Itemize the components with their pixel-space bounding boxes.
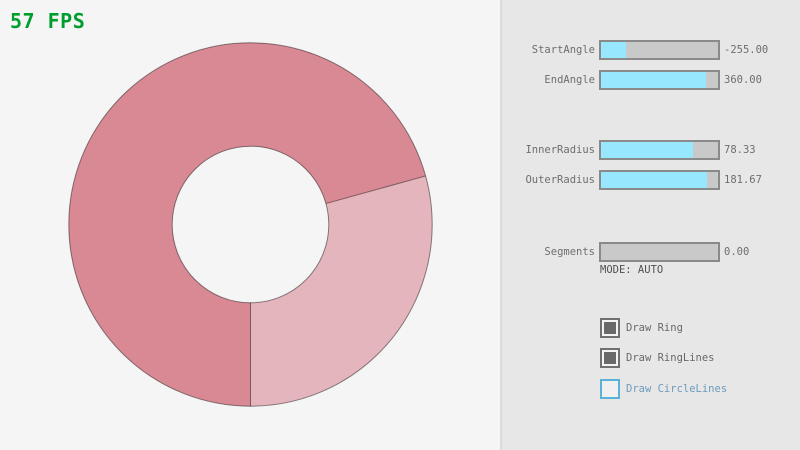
control-panel: StartAngle -255.00 EndAngle 360.00 Inner… — [500, 0, 800, 450]
checkbox-label-draw-ring: Draw Ring — [626, 322, 683, 334]
slider-outerradius[interactable] — [599, 170, 720, 190]
slider-fill — [601, 142, 693, 158]
checkmark-icon — [604, 352, 616, 364]
ring-inner-outline — [171, 145, 330, 304]
slider-label-segments: Segments — [544, 246, 595, 258]
slider-row-startangle: StartAngle -255.00 — [502, 40, 800, 60]
slider-row-endangle: EndAngle 360.00 — [502, 70, 800, 90]
slider-label-startangle: StartAngle — [531, 44, 595, 56]
slider-fill — [601, 72, 707, 88]
ring-outer-outline — [68, 42, 433, 407]
slider-startangle[interactable] — [599, 40, 720, 60]
checkmark-icon — [604, 322, 616, 334]
slider-label-innerradius: InnerRadius — [525, 144, 595, 156]
checkbox-label-draw-ringlines: Draw RingLines — [626, 352, 715, 364]
slider-row-innerradius: InnerRadius 78.33 — [502, 140, 800, 160]
slider-fill — [601, 172, 708, 188]
slider-label-endangle: EndAngle — [544, 74, 595, 86]
mode-label: MODE: AUTO — [600, 264, 664, 276]
checkbox-draw-ring[interactable] — [600, 318, 620, 338]
ring-overlap-sector — [68, 42, 426, 407]
slider-label-outerradius: OuterRadius — [525, 174, 595, 186]
slider-row-segments: Segments 0.00 — [502, 242, 800, 262]
slider-row-outerradius: OuterRadius 181.67 — [502, 170, 800, 190]
fps-counter: 57 FPS — [10, 9, 86, 33]
slider-value-startangle: -255.00 — [724, 44, 769, 56]
slider-value-innerradius: 78.33 — [724, 144, 756, 156]
slider-segments[interactable] — [599, 242, 720, 262]
slider-innerradius[interactable] — [599, 140, 720, 160]
checkbox-draw-circlelines[interactable] — [600, 379, 620, 399]
slider-value-endangle: 360.00 — [724, 74, 762, 86]
slider-value-segments: 0.00 — [724, 246, 750, 258]
checkbox-label-draw-circlelines: Draw CircleLines — [626, 383, 728, 395]
checkbox-draw-ringlines[interactable] — [600, 348, 620, 368]
slider-fill — [601, 42, 627, 58]
slider-endangle[interactable] — [599, 70, 720, 90]
ring-radial-line — [325, 175, 426, 205]
ring-single-sector — [250, 175, 433, 407]
ring-canvas — [68, 42, 433, 407]
slider-value-outerradius: 181.67 — [724, 174, 762, 186]
